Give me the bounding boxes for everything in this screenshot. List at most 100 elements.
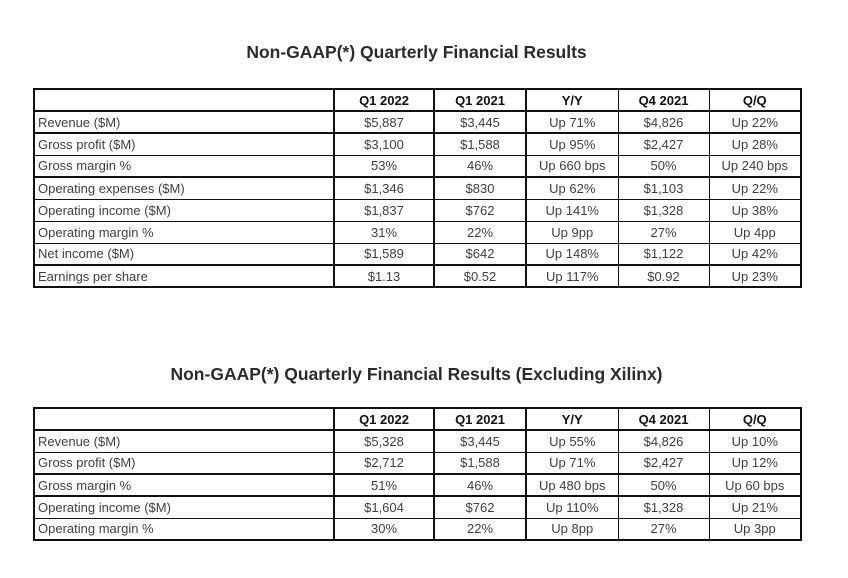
table-cell: Up 148% xyxy=(525,242,619,266)
table-row: Operating expenses ($M) $1,346 $830 Up 62% $… xyxy=(33,176,802,200)
table-cell: Up 60 bps xyxy=(708,473,802,497)
results-section-excluding-xilinx: Non-GAAP(*) Quarterly Financial Results … xyxy=(0,288,848,541)
table-cell: Up 71% xyxy=(525,110,619,134)
table-body: Revenue ($M) $5,328 $3,445 Up 55% $4,826 Up 1… xyxy=(33,429,802,541)
column-header: Y/Y xyxy=(525,88,619,112)
table-cell: 51% xyxy=(333,473,435,497)
table-row: Operating margin % 31% 22% Up 9pp 27% Up 4pp xyxy=(33,220,802,244)
table-cell: $1,103 xyxy=(617,176,710,200)
table-cell: $1,346 xyxy=(333,176,435,200)
table-cell: $1,589 xyxy=(333,242,435,266)
table-cell: Up 28% xyxy=(708,132,802,156)
table-cell: 27% xyxy=(617,220,710,244)
table-cell: 50% xyxy=(617,473,710,497)
column-header: Q1 2022 xyxy=(333,88,435,112)
table-header: Q1 2022 Q1 2021 Y/Y Q4 2021 Q/Q xyxy=(33,88,802,112)
table-cell: $3,100 xyxy=(333,132,435,156)
row-label: Gross margin % xyxy=(33,473,335,497)
table-cell: $5,887 xyxy=(333,110,435,134)
row-label: Operating expenses ($M) xyxy=(33,176,335,200)
table-cell: Up 117% xyxy=(525,264,619,288)
table-cell: $4,826 xyxy=(617,110,710,134)
financial-table-excluding-xilinx: Q1 2022 Q1 2021 Y/Y Q4 2021 Q/Q Revenue ($M)… xyxy=(33,407,802,541)
table-cell: $3,445 xyxy=(433,429,527,453)
table-cell: Up 22% xyxy=(708,110,802,134)
table-row: Operating income ($M) $1,837 $762 Up 141% $1… xyxy=(33,198,802,222)
table-cell: Up 240 bps xyxy=(708,154,802,178)
row-label: Net income ($M) xyxy=(33,242,335,266)
table-cell: Up 10% xyxy=(708,429,802,453)
table-cell: $1,328 xyxy=(617,495,710,519)
table-wrapper: Q1 2022 Q1 2021 Y/Y Q4 2021 Q/Q Revenue ($M)… xyxy=(33,407,802,541)
column-header: Q1 2022 xyxy=(333,407,435,431)
column-header: Q1 2021 xyxy=(433,407,527,431)
table-cell: Up 62% xyxy=(525,176,619,200)
table-row: Gross margin % 51% 46% Up 480 bps 50% Up 60 b… xyxy=(33,473,802,497)
table-row: Earnings per share $1.13 $0.52 Up 117% $0.92… xyxy=(33,264,802,288)
table-cell: Up 55% xyxy=(525,429,619,453)
table-wrapper: Q1 2022 Q1 2021 Y/Y Q4 2021 Q/Q Revenue ($M)… xyxy=(33,88,802,288)
table-body: Revenue ($M) $5,887 $3,445 Up 71% $4,826 Up 2… xyxy=(33,110,802,288)
table-cell: Up 38% xyxy=(708,198,802,222)
table-header: Q1 2022 Q1 2021 Y/Y Q4 2021 Q/Q xyxy=(33,407,802,431)
row-label: Gross profit ($M) xyxy=(33,451,335,475)
table-cell: Up 8pp xyxy=(525,517,619,541)
table-cell: 46% xyxy=(433,473,527,497)
table-cell: Up 21% xyxy=(708,495,802,519)
table-cell: Up 3pp xyxy=(708,517,802,541)
row-label: Revenue ($M) xyxy=(33,429,335,453)
row-label-header xyxy=(33,407,335,431)
table-cell: 31% xyxy=(333,220,435,244)
table-cell: $762 xyxy=(433,495,527,519)
table-cell: 27% xyxy=(617,517,710,541)
table-cell: $2,712 xyxy=(333,451,435,475)
table-cell: 50% xyxy=(617,154,710,178)
table-cell: $1.13 xyxy=(333,264,435,288)
table-row: Net income ($M) $1,589 $642 Up 148% $1,122 Up… xyxy=(33,242,802,266)
row-label: Gross profit ($M) xyxy=(33,132,335,156)
table-cell: Up 4pp xyxy=(708,220,802,244)
table-row: Gross profit ($M) $3,100 $1,588 Up 95% $2,42… xyxy=(33,132,802,156)
row-label-header xyxy=(33,88,335,112)
table-cell: 22% xyxy=(433,220,527,244)
table-row: Gross profit ($M) $2,712 $1,588 Up 71% $2,42… xyxy=(33,451,802,475)
financial-table-total: Q1 2022 Q1 2021 Y/Y Q4 2021 Q/Q Revenue ($M)… xyxy=(33,88,802,288)
table-row: Gross margin % 53% 46% Up 660 bps 50% Up 240 … xyxy=(33,154,802,178)
row-label: Operating margin % xyxy=(33,220,335,244)
table-cell: Up 660 bps xyxy=(525,154,619,178)
table-cell: Up 22% xyxy=(708,176,802,200)
table-cell: $1,122 xyxy=(617,242,710,266)
table-cell: $762 xyxy=(433,198,527,222)
row-label: Earnings per share xyxy=(33,264,335,288)
table-cell: $0.92 xyxy=(617,264,710,288)
table-cell: Up 71% xyxy=(525,451,619,475)
table-cell: $2,427 xyxy=(617,451,710,475)
header-row: Q1 2022 Q1 2021 Y/Y Q4 2021 Q/Q xyxy=(33,88,802,112)
table-title-excluding-xilinx: Non-GAAP(*) Quarterly Financial Results … xyxy=(170,364,663,384)
table-cell: $3,445 xyxy=(433,110,527,134)
table-cell: $2,427 xyxy=(617,132,710,156)
table-title-total: Non-GAAP(*) Quarterly Financial Results xyxy=(246,42,587,62)
table-cell: $1,604 xyxy=(333,495,435,519)
table-row: Operating margin % 30% 22% Up 8pp 27% Up 3pp xyxy=(33,517,802,541)
column-header: Y/Y xyxy=(525,407,619,431)
table-cell: $642 xyxy=(433,242,527,266)
column-header: Q/Q xyxy=(708,407,802,431)
column-header: Q1 2021 xyxy=(433,88,527,112)
column-header: Q4 2021 xyxy=(617,88,710,112)
results-section-total: Non-GAAP(*) Quarterly Financial Results … xyxy=(0,0,848,288)
row-label: Gross margin % xyxy=(33,154,335,178)
table-row: Revenue ($M) $5,328 $3,445 Up 55% $4,826 Up 1… xyxy=(33,429,802,453)
table-cell: Up 9pp xyxy=(525,220,619,244)
table-cell: $5,328 xyxy=(333,429,435,453)
table-cell: Up 480 bps xyxy=(525,473,619,497)
table-cell: 46% xyxy=(433,154,527,178)
table-cell: $4,826 xyxy=(617,429,710,453)
column-header: Q4 2021 xyxy=(617,407,710,431)
table-cell: Up 42% xyxy=(708,242,802,266)
table-cell: $0.52 xyxy=(433,264,527,288)
table-cell: 53% xyxy=(333,154,435,178)
table-cell: Up 141% xyxy=(525,198,619,222)
table-cell: $1,328 xyxy=(617,198,710,222)
